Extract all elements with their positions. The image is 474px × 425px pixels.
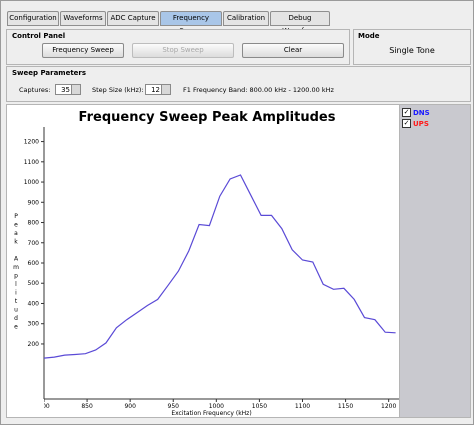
x-tick-label: 1150 (338, 403, 353, 410)
spinner[interactable]: 35 (55, 84, 81, 95)
y-tick-label: 600 (28, 260, 40, 267)
x-tick-label: 1200 (381, 403, 396, 410)
button[interactable]: Frequency Sweep (42, 43, 124, 58)
y-tick-label: 900 (28, 199, 40, 206)
y-tick-label: 1100 (24, 159, 39, 166)
x-ticks: 800 850 900 950 1000 1050 1100 1150 1200 (38, 399, 396, 410)
spin-button[interactable] (161, 85, 170, 94)
x-tick-label: 950 (168, 403, 180, 410)
group-title: Control Panel (12, 32, 66, 40)
mode-value: Single Tone (389, 46, 435, 55)
legend-item[interactable]: ✓ UPS (402, 119, 429, 128)
tab[interactable]: Frequency Sweep (160, 11, 222, 35)
x-tick-label: 1000 (209, 403, 224, 410)
button[interactable]: Clear (242, 43, 344, 58)
checkbox[interactable]: ✓ (402, 108, 411, 117)
value: 12 (151, 86, 160, 94)
chart-panel: Frequency Sweep Peak Amplitudes 200 300 400… (6, 104, 401, 418)
mode-panel: Mode Single Tone (353, 29, 471, 65)
x-tick-label: 900 (124, 403, 136, 410)
x-tick-label: 1050 (252, 403, 267, 410)
x-axis-label: Excitation Frequency (kHz) (171, 410, 251, 417)
x-tick-label: 800 (38, 403, 50, 410)
sweep-parameters: Sweep Parameters Captures: 35 Step Size … (6, 66, 471, 102)
chart-title: Frequency Sweep Peak Amplitudes (79, 110, 336, 125)
tab[interactable]: Configuration (7, 11, 59, 26)
y-tick-label: 1000 (24, 179, 39, 186)
label: Step Size (kHz): (92, 86, 144, 94)
tab[interactable]: Debug Waveform (270, 11, 330, 35)
y-axis-label: Peak Amplitude (12, 213, 19, 332)
tab[interactable]: Calibration (223, 11, 269, 26)
tab[interactable]: ADC Capture (107, 11, 159, 26)
legend-label: UPS (413, 119, 429, 128)
y-tick-label: 200 (28, 341, 40, 348)
legend-label: DNS (413, 108, 430, 117)
chart: Frequency Sweep Peak Amplitudes 200 300 400… (12, 110, 399, 417)
y-tick-label: 500 (28, 280, 40, 287)
tab[interactable]: Waveforms (60, 11, 106, 26)
control-panel: Control Panel Frequency Sweep Stop Sweep… (6, 29, 350, 65)
y-tick-label: 700 (28, 240, 40, 247)
label: F1 Frequency Band: 800.00 kHz - 1200.00 … (183, 86, 334, 94)
group-title: Sweep Parameters (12, 69, 87, 77)
y-tick-label: 1200 (24, 139, 39, 146)
x-tick-label: 1100 (295, 403, 310, 410)
checkbox[interactable]: ✓ (402, 119, 411, 128)
x-tick-label: 850 (81, 403, 93, 410)
label: Captures: (19, 86, 51, 94)
spin-button[interactable] (71, 85, 80, 94)
legend-item[interactable]: ✓ DNS (402, 108, 430, 117)
y-tick-label: 300 (28, 321, 40, 328)
group-title: Mode (358, 32, 380, 40)
y-tick-label: 400 (28, 300, 40, 307)
legend-panel: ✓ DNS ✓ UPS (399, 104, 471, 418)
button[interactable]: Stop Sweep (132, 43, 234, 58)
y-tick-label: 800 (28, 220, 40, 227)
spinner[interactable]: 12 (145, 84, 171, 95)
line-series (43, 174, 396, 359)
value: 35 (61, 86, 70, 94)
